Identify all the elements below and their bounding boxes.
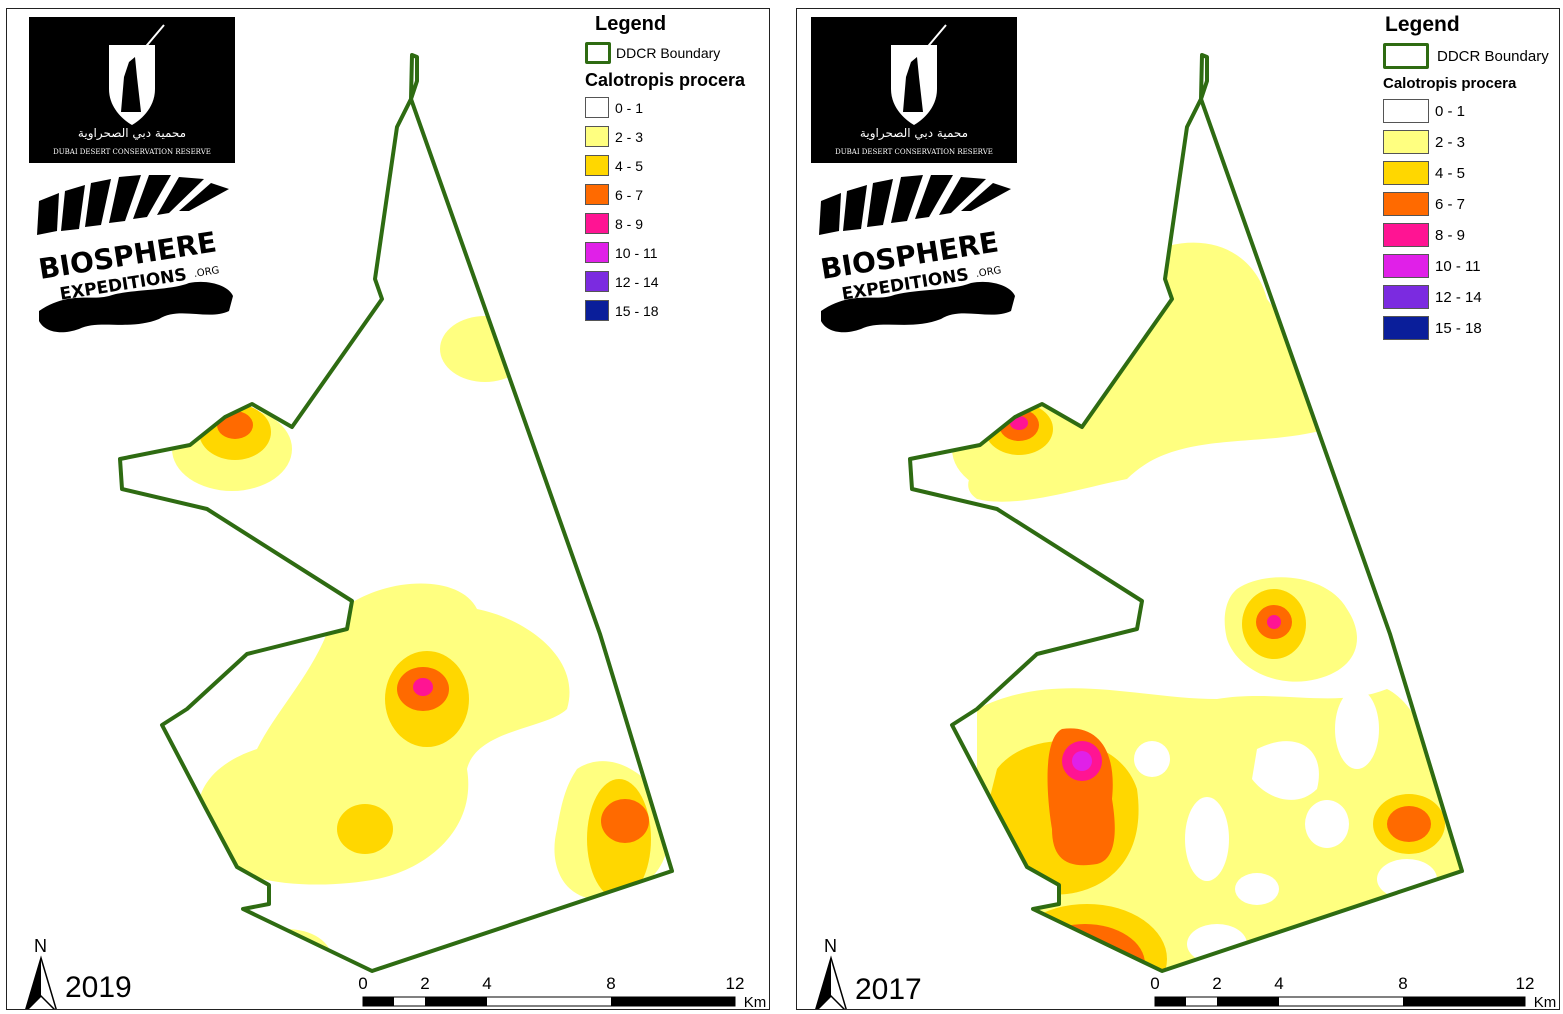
ddcr-logo: محمية دبي الصحراوية DUBAI DESERT CONSERV…	[811, 17, 1017, 163]
legend-class-row: 12 - 14	[585, 271, 745, 292]
svg-text:N: N	[824, 936, 837, 956]
ddcr-boundary-2019	[118, 53, 674, 973]
boundary-swatch	[585, 42, 611, 64]
biosphere-logo: BIOSPHERE EXPEDITIONS .ORG	[29, 171, 235, 341]
legend-class-row: 10 - 11	[1383, 254, 1549, 278]
legend-class-row: 8 - 9	[585, 213, 745, 234]
legend-class-label: 10 - 11	[1435, 257, 1481, 275]
svg-text:2: 2	[420, 974, 429, 993]
legend-class-swatch	[1383, 316, 1429, 340]
svg-text:0: 0	[359, 974, 368, 993]
legend-class-swatch	[1383, 130, 1429, 154]
legend-class-label: 8 - 9	[1435, 226, 1466, 244]
legend-class-swatch	[585, 271, 609, 292]
legend-class-row: 8 - 9	[1383, 223, 1549, 247]
legend-class-swatch	[585, 242, 609, 263]
scale-bar: 0 2 4 8 12 Km	[1149, 969, 1559, 1009]
legend-class-swatch	[1383, 99, 1429, 123]
legend-class-row: 12 - 14	[1383, 285, 1549, 309]
legend-class-row: 0 - 1	[1383, 99, 1549, 123]
legend-class-row: 2 - 3	[1383, 130, 1549, 154]
svg-text:12: 12	[1516, 974, 1535, 993]
svg-text:2: 2	[1212, 974, 1221, 993]
svg-text:0: 0	[1150, 974, 1159, 993]
legend-class-swatch	[1383, 192, 1429, 216]
legend-title: Legend	[595, 13, 667, 35]
svg-text:.ORG: .ORG	[975, 265, 1002, 280]
svg-text:8: 8	[606, 974, 615, 993]
legend-class-label: 6 - 7	[615, 186, 644, 203]
svg-text:DUBAI DESERT CONSERVATION RESE: DUBAI DESERT CONSERVATION RESERVE	[835, 148, 993, 156]
legend-2019: Legend DDCR Boundary Calotropis procera …	[585, 13, 745, 329]
legend-class-swatch	[1383, 161, 1429, 185]
year-label: 2017	[855, 973, 922, 1006]
legend-class-label: 12 - 14	[615, 273, 659, 290]
legend-class-label: 0 - 1	[1435, 102, 1466, 120]
legend-class-label: 6 - 7	[1435, 195, 1466, 213]
boundary-label: DDCR Boundary	[616, 45, 721, 61]
legend-class-label: 4 - 5	[615, 157, 644, 174]
legend-class-swatch	[1383, 285, 1429, 309]
legend-boundary-row: DDCR Boundary	[1383, 43, 1549, 69]
legend-class-label: 4 - 5	[1435, 164, 1466, 182]
svg-text:4: 4	[1274, 974, 1283, 993]
legend-class-row: 6 - 7	[1383, 192, 1549, 216]
legend-boundary-row: DDCR Boundary	[585, 42, 745, 64]
map-canvas-2017	[908, 53, 1464, 973]
boundary-label: DDCR Boundary	[1437, 47, 1549, 65]
legend-class-swatch	[585, 213, 609, 234]
legend-class-label: 0 - 1	[615, 99, 644, 116]
scale-bar: 0 2 4 8 12 Km	[358, 969, 769, 1009]
svg-text:N: N	[34, 936, 47, 956]
svg-text:8: 8	[1398, 974, 1407, 993]
legend-class-label: 2 - 3	[1435, 133, 1466, 151]
legend-title: Legend	[1385, 13, 1460, 36]
ddcr-logo: محمية دبي الصحراوية DUBAI DESERT CONSERV…	[29, 17, 235, 163]
legend-class-label: 15 - 18	[1435, 319, 1482, 337]
legend-class-swatch	[585, 126, 609, 147]
legend-class-row: 0 - 1	[585, 97, 745, 118]
legend-class-label: 10 - 11	[615, 244, 658, 261]
svg-text:محمية دبي الصحراوية: محمية دبي الصحراوية	[78, 126, 186, 141]
map-canvas-2019	[118, 53, 674, 973]
svg-text:Km: Km	[1534, 994, 1557, 1009]
species-label: Calotropis procera	[1383, 75, 1517, 92]
legend-class-label: 12 - 14	[1435, 288, 1482, 306]
svg-text:12: 12	[726, 974, 745, 993]
legend-class-swatch	[585, 97, 609, 118]
north-arrow: N	[811, 934, 851, 1009]
legend-class-row: 4 - 5	[1383, 161, 1549, 185]
legend-class-swatch	[1383, 254, 1429, 278]
legend-class-row: 15 - 18	[585, 300, 745, 321]
legend-class-label: 2 - 3	[615, 128, 644, 145]
svg-text:Km: Km	[744, 994, 767, 1009]
svg-text:DUBAI DESERT CONSERVATION RESE: DUBAI DESERT CONSERVATION RESERVE	[53, 148, 211, 156]
legend-2017: Legend DDCR Boundary Calotropis procera …	[1383, 13, 1549, 347]
legend-class-swatch	[585, 300, 609, 321]
species-label: Calotropis procera	[585, 70, 746, 90]
boundary-swatch	[1383, 43, 1429, 69]
biosphere-logo: BIOSPHERE EXPEDITIONS .ORG	[811, 171, 1017, 341]
legend-class-row: 2 - 3	[585, 126, 745, 147]
north-arrow: N	[21, 934, 61, 1009]
legend-class-row: 10 - 11	[585, 242, 745, 263]
svg-text:.ORG: .ORG	[193, 265, 220, 280]
year-label: 2019	[65, 971, 132, 1004]
ddcr-boundary-2017	[908, 53, 1464, 973]
legend-class-row: 6 - 7	[585, 184, 745, 205]
legend-class-label: 8 - 9	[615, 215, 644, 232]
legend-class-row: 4 - 5	[585, 155, 745, 176]
svg-text:محمية دبي الصحراوية: محمية دبي الصحراوية	[860, 126, 968, 141]
svg-text:4: 4	[482, 974, 491, 993]
map-panel-2019: محمية دبي الصحراوية DUBAI DESERT CONSERV…	[6, 8, 770, 1010]
legend-class-swatch	[1383, 223, 1429, 247]
map-panel-2017: محمية دبي الصحراوية DUBAI DESERT CONSERV…	[796, 8, 1560, 1010]
legend-class-swatch	[585, 155, 609, 176]
legend-class-swatch	[585, 184, 609, 205]
legend-class-label: 15 - 18	[615, 302, 659, 319]
legend-class-row: 15 - 18	[1383, 316, 1549, 340]
